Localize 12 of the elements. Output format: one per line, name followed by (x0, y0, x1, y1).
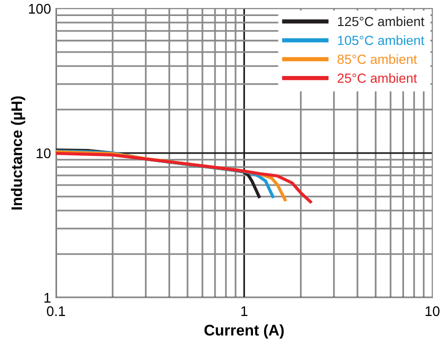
legend-label: 85°C ambient (338, 54, 417, 64)
y-tick-label: 100 (29, 4, 51, 14)
legend-label: 105°C ambient (338, 35, 424, 46)
y-axis-title: Inductance (µH) (10, 96, 26, 210)
legend-label: 125°C ambient (338, 16, 424, 26)
x-tick-label: 1 (241, 306, 248, 316)
x-tick-label: 10 (426, 306, 440, 316)
x-tick-label: 0.1 (46, 306, 65, 316)
y-tick-label: 10 (36, 148, 51, 158)
legend-label: 25°C ambient (338, 73, 417, 83)
x-axis-title: Current (A) (204, 324, 284, 339)
y-tick-label: 1 (44, 293, 50, 303)
